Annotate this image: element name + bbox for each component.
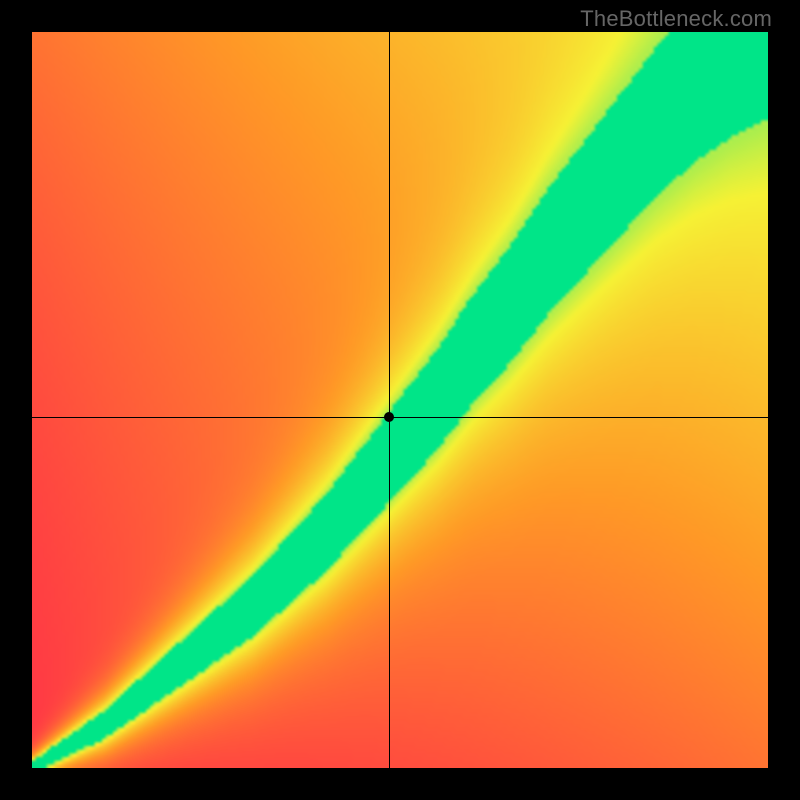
heatmap-canvas (32, 32, 768, 768)
bottleneck-heatmap (32, 32, 768, 768)
watermark-text: TheBottleneck.com (580, 6, 772, 32)
crosshair-marker (384, 412, 394, 422)
crosshair-vertical (389, 32, 390, 768)
crosshair-horizontal (32, 417, 768, 418)
